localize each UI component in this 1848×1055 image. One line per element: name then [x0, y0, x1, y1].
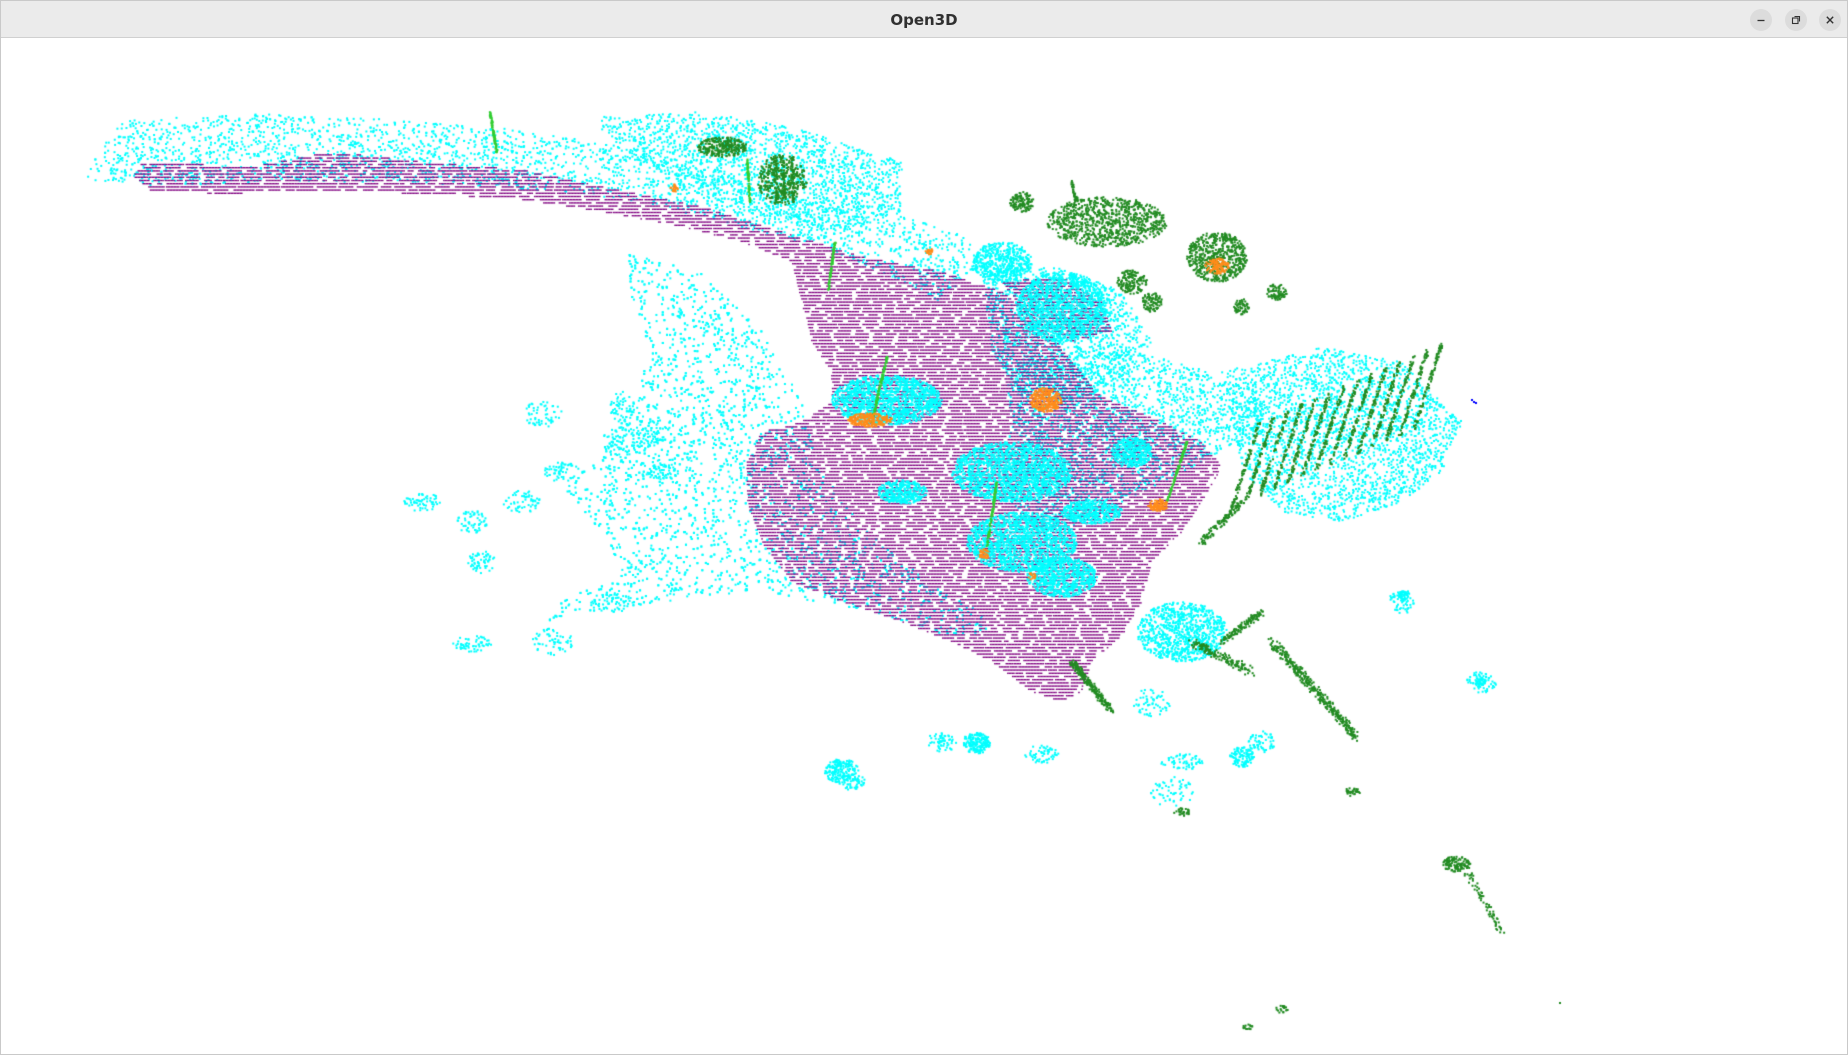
3d-viewport[interactable] [1, 38, 1847, 1054]
window-title: Open3D [890, 11, 958, 29]
close-button[interactable] [1819, 9, 1841, 31]
close-icon [1826, 16, 1834, 24]
point-cloud-canvas[interactable] [1, 38, 1847, 1054]
minimize-icon [1757, 19, 1765, 22]
maximize-button[interactable] [1785, 9, 1807, 31]
maximize-icon [1791, 15, 1801, 25]
title-bar[interactable]: Open3D [1, 1, 1847, 38]
minimize-button[interactable] [1750, 9, 1772, 31]
